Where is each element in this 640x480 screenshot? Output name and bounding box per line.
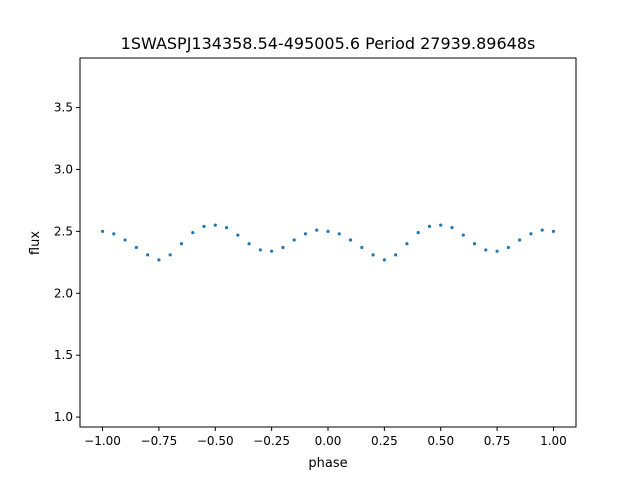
data-point	[202, 224, 206, 228]
y-axis-label: flux	[28, 231, 43, 255]
data-point	[270, 249, 274, 253]
data-point	[337, 232, 341, 236]
data-point	[439, 223, 443, 227]
data-point	[472, 242, 477, 246]
data-point	[394, 253, 398, 257]
y-axis-ticks: 1.0 1.5 2.0 2.5 3.0 3.5	[54, 101, 80, 424]
data-point	[348, 238, 353, 242]
x-tick-label: −0.75	[141, 434, 178, 448]
data-point	[416, 230, 420, 235]
data-point	[461, 233, 465, 237]
data-point	[540, 228, 544, 232]
data-point	[123, 238, 127, 242]
y-tick-label: 1.5	[54, 348, 73, 362]
data-point	[303, 232, 308, 236]
data-point	[258, 248, 262, 252]
x-axis-label: phase	[308, 456, 347, 471]
y-tick-label: 2.5	[54, 224, 73, 238]
data-point	[179, 242, 184, 246]
data-point	[247, 242, 251, 246]
data-point	[168, 253, 172, 257]
x-tick-label: 1.00	[540, 434, 567, 448]
data-point	[191, 230, 195, 235]
data-point	[315, 228, 319, 232]
x-axis-ticks: −1.00 −0.75 −0.50 −0.25 0.00 0.25 0.50 0.75 1.00	[84, 427, 567, 448]
data-point	[450, 226, 454, 230]
data-point	[551, 229, 556, 233]
x-tick-label: 0.75	[484, 434, 511, 448]
data-point	[157, 258, 161, 262]
data-point	[382, 258, 386, 262]
data-point	[495, 249, 499, 253]
data-point	[360, 245, 364, 250]
data-point	[326, 229, 330, 233]
data-point	[224, 226, 229, 230]
data-point	[112, 232, 116, 236]
data-point	[100, 229, 105, 233]
data-point	[146, 253, 150, 257]
data-point	[405, 242, 409, 246]
y-tick-label: 3.0	[54, 162, 73, 176]
data-point	[427, 224, 432, 228]
y-tick-label: 1.0	[54, 410, 73, 424]
x-tick-label: −1.00	[84, 434, 121, 448]
data-point	[281, 245, 285, 250]
data-point	[506, 245, 510, 250]
data-point	[236, 233, 240, 237]
data-point	[484, 248, 488, 252]
plot-frame	[79, 57, 577, 428]
x-tick-label: 0.50	[427, 434, 454, 448]
y-tick-label: 2.0	[54, 286, 73, 300]
chart-title: 1SWASPJ134358.54-495005.6 Period 27939.8…	[121, 34, 536, 53]
x-tick-label: −0.25	[253, 434, 290, 448]
x-tick-label: −0.50	[197, 434, 234, 448]
data-point	[134, 245, 138, 250]
data-point	[529, 232, 533, 236]
scatter-points	[100, 223, 556, 262]
y-tick-label: 3.5	[54, 101, 73, 115]
data-point	[371, 253, 375, 257]
x-tick-label: 0.00	[315, 434, 342, 448]
data-point	[213, 223, 217, 227]
x-tick-label: 0.25	[371, 434, 398, 448]
data-point	[518, 238, 522, 242]
data-point	[292, 238, 296, 242]
